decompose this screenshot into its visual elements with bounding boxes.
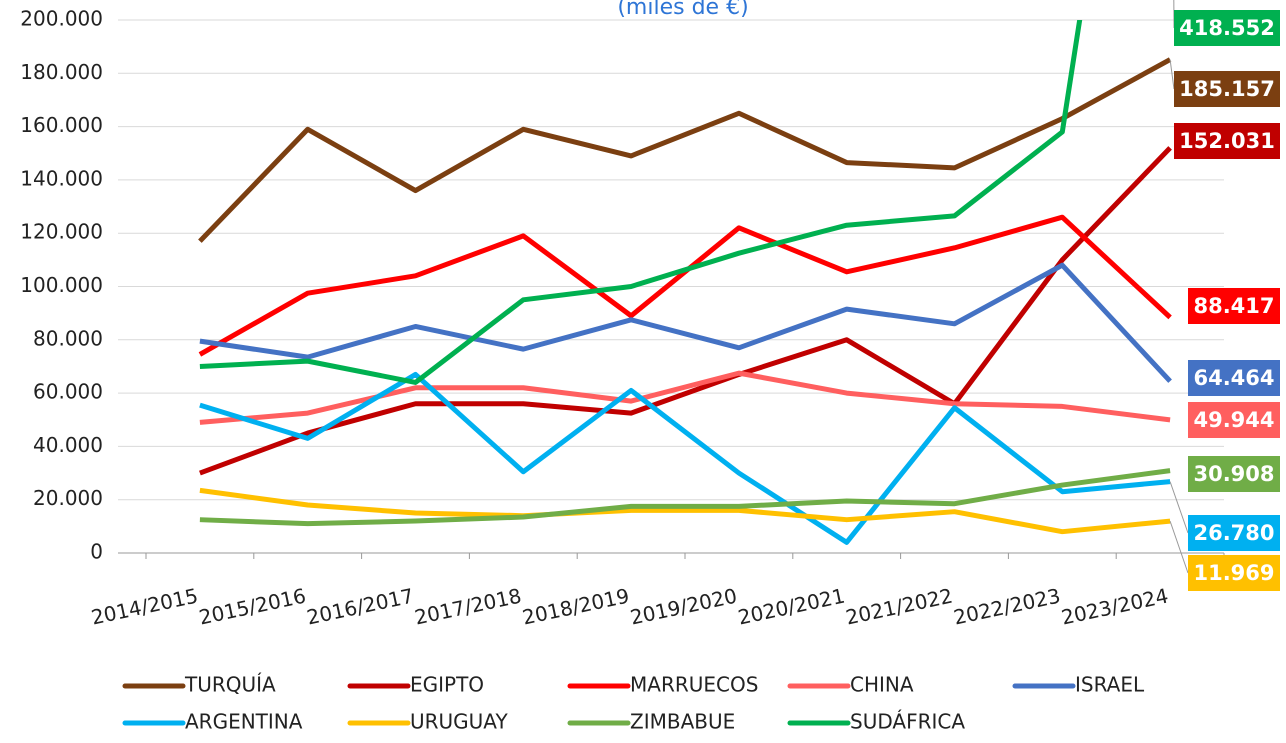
- value-label-box: [1188, 288, 1280, 324]
- y-tick-label: 120.000: [20, 220, 103, 244]
- y-tick-label: 200.000: [20, 7, 103, 31]
- value-label-box: [1188, 360, 1280, 396]
- value-label-box: [1174, 71, 1280, 107]
- legend-label: URUGUAY: [410, 710, 508, 734]
- x-tick-label: 2014/2015: [89, 584, 200, 630]
- y-tick-label: 160.000: [20, 113, 103, 137]
- y-tick-label: 140.000: [20, 166, 103, 190]
- legend-label: ZIMBABUE: [630, 710, 735, 734]
- legend-label: CHINA: [850, 673, 914, 697]
- value-label-box: [1174, 10, 1280, 46]
- x-tick-label: 2023/2024: [1059, 584, 1170, 630]
- leader-line: [1169, 481, 1189, 534]
- y-tick-label: 100.000: [20, 273, 103, 297]
- x-tick-label: 2021/2022: [844, 584, 955, 630]
- series-line: [198, 57, 1172, 243]
- chart-subtitle: (miles de €): [617, 0, 748, 20]
- x-tick-label: 2019/2020: [628, 584, 739, 630]
- y-tick-label: 0: [90, 540, 103, 564]
- value-label: 49.944: [1193, 408, 1274, 432]
- value-label-box: [1188, 456, 1280, 492]
- x-tick-label: 2020/2021: [736, 584, 847, 630]
- legend-label: SUDÁFRICA: [850, 710, 965, 734]
- x-tick-label: 2017/2018: [412, 584, 523, 630]
- value-label: 26.780: [1193, 521, 1274, 545]
- y-tick-label: 180.000: [20, 60, 103, 84]
- leader-line: [1169, 59, 1175, 90]
- y-tick-label: 80.000: [33, 326, 103, 350]
- series-line: [199, 371, 1171, 545]
- value-label: 418.552: [1179, 16, 1275, 40]
- value-label: 30.908: [1193, 462, 1274, 486]
- series-line: [199, 487, 1171, 535]
- x-tick-label: 2016/2017: [305, 584, 416, 630]
- value-label: 64.464: [1193, 366, 1274, 390]
- series-line: [199, 468, 1171, 527]
- y-tick-label: 40.000: [33, 433, 103, 457]
- value-label-box: [1188, 515, 1280, 551]
- value-label-box: [1188, 555, 1280, 591]
- value-label: 185.157: [1179, 77, 1275, 101]
- legend-label: TURQUÍA: [184, 673, 276, 697]
- legend-label: ARGENTINA: [185, 710, 303, 734]
- y-tick-label: 60.000: [33, 380, 103, 404]
- x-tick-label: 2022/2023: [951, 584, 1062, 630]
- series-line: [199, 146, 1172, 476]
- series-line: [199, 370, 1171, 425]
- value-label: 11.969: [1193, 561, 1274, 585]
- series-line: [199, 262, 1172, 383]
- x-tick-label: 2018/2019: [520, 584, 631, 630]
- y-tick-label: 20.000: [33, 486, 103, 510]
- plot-lines: [198, 20, 1172, 545]
- leader-line: [1169, 520, 1189, 574]
- leader-line: [1173, 0, 1175, 29]
- legend-label: ISRAEL: [1075, 673, 1145, 697]
- value-label-box: [1174, 123, 1280, 159]
- legend-label: EGIPTO: [410, 673, 484, 697]
- value-label: 88.417: [1193, 294, 1274, 318]
- value-label: 152.031: [1179, 129, 1275, 153]
- x-tick-label: 2015/2016: [197, 584, 308, 630]
- series-line: [199, 20, 1083, 385]
- value-label-box: [1188, 402, 1280, 438]
- legend-label: MARRUECOS: [630, 673, 758, 697]
